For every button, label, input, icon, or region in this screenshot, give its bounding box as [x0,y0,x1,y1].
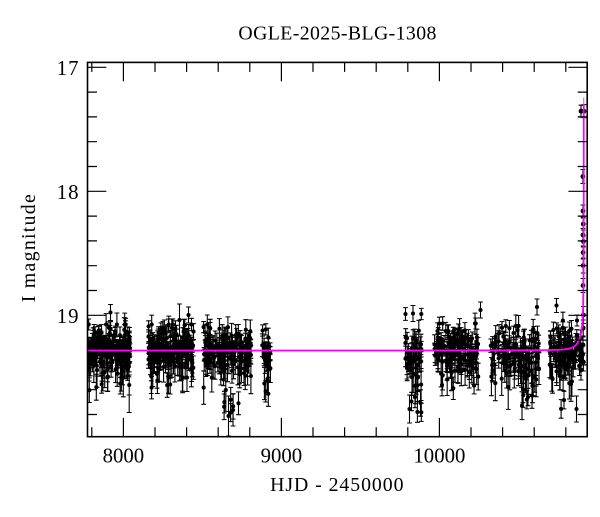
svg-text:8000: 8000 [103,445,145,468]
svg-text:17: 17 [57,57,80,80]
svg-text:10000: 10000 [413,445,465,468]
svg-text:19: 19 [57,305,80,328]
svg-text:HJD - 2450000: HJD - 2450000 [270,474,404,496]
svg-text:9000: 9000 [261,445,303,468]
svg-text:I magnitude: I magnitude [18,193,40,302]
svg-text:OGLE-2025-BLG-1308: OGLE-2025-BLG-1308 [238,23,436,45]
svg-text:18: 18 [57,181,80,204]
